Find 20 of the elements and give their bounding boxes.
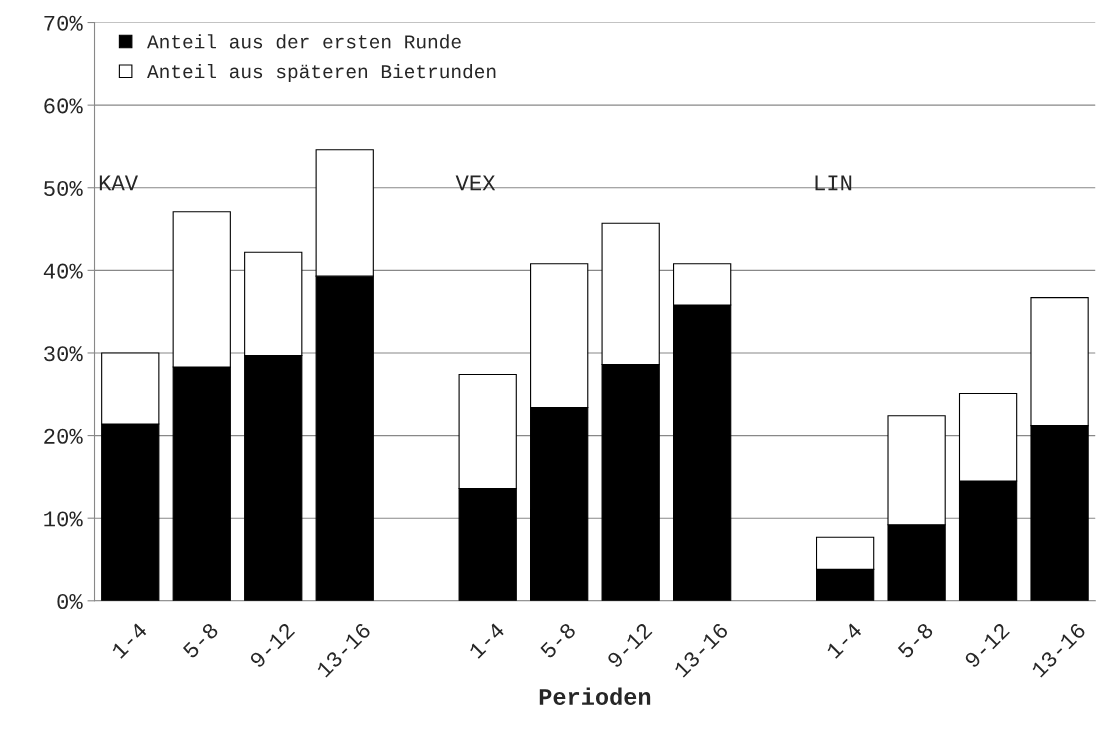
x-tick-label: 1-4 xyxy=(110,622,148,659)
legend-label: Anteil aus späteren Bietrunden xyxy=(147,63,496,83)
x-axis-title: Perioden xyxy=(539,687,651,705)
annotation: LIN xyxy=(815,175,852,191)
y-tick-label: 60% xyxy=(44,98,83,114)
y-tick-label: 20% xyxy=(44,428,83,444)
y-tick-label: 0% xyxy=(57,593,83,610)
y-tick-label: 10% xyxy=(44,511,83,527)
legend-label: Anteil aus der ersten Runde xyxy=(147,34,461,49)
annotation: KAV xyxy=(99,175,138,191)
x-tick-label: 1-4 xyxy=(825,622,863,659)
y-tick-label: 70% xyxy=(44,15,83,31)
x-tick-label: 5-8 xyxy=(896,622,934,660)
annotation: VEX xyxy=(455,175,496,191)
x-tick-label: 5-8 xyxy=(182,622,220,660)
y-tick-label: 30% xyxy=(44,346,83,362)
x-tick-label: 1-4 xyxy=(468,622,506,659)
y-tick-label: 40% xyxy=(43,263,83,279)
y-tick-label: 50% xyxy=(44,180,83,197)
x-tick-label: 5-8 xyxy=(539,622,577,660)
